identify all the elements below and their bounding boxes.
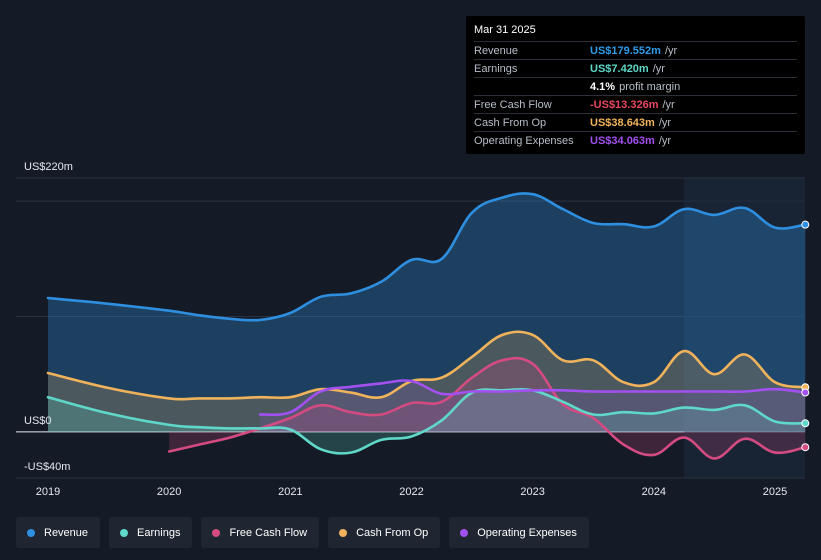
legend-label: Revenue <box>44 526 89 539</box>
tooltip-value: US$34.063m <box>590 134 655 147</box>
legend-label: Operating Expenses <box>477 526 577 539</box>
earnings-line <box>46 387 807 455</box>
operating-expenses-line <box>258 379 807 417</box>
legend-label: Free Cash Flow <box>229 526 308 539</box>
tooltip-date: Mar 31 2025 <box>474 24 536 36</box>
tooltip-value: -US$13.326m <box>590 98 659 111</box>
revenue-line <box>46 192 807 322</box>
legend-dot-icon <box>27 528 35 537</box>
x-tick-label: 2021 <box>278 486 302 498</box>
legend-item-operating-expenses[interactable]: Operating Expenses <box>449 517 589 548</box>
tooltip-row-opex: Operating Expenses US$34.063m /yr <box>474 131 797 149</box>
data-tooltip: Mar 31 2025 Revenue US$179.552m /yr Earn… <box>466 16 805 154</box>
y-label-zero: US$0 <box>24 415 52 427</box>
legend-item-earnings[interactable]: Earnings <box>109 517 193 548</box>
series-areas <box>48 193 806 459</box>
x-tick-label: 2019 <box>36 486 60 498</box>
chart-legend: Revenue Earnings Free Cash Flow Cash Fro… <box>16 517 589 548</box>
tooltip-label: Revenue <box>474 44 519 57</box>
x-tick-label: 2025 <box>763 486 787 498</box>
revenue-end-point <box>801 220 810 229</box>
tooltip-row-margin: 4.1% profit margin <box>474 77 797 95</box>
tooltip-value: US$7.420m <box>590 62 649 75</box>
legend-item-cash-from-op[interactable]: Cash From Op <box>328 517 441 548</box>
x-axis: 2019 2020 2021 2022 2023 2024 2025 <box>36 486 787 498</box>
chart-grid <box>16 177 805 479</box>
tooltip-unit: /yr <box>658 116 672 129</box>
x-tick-label: 2023 <box>520 486 544 498</box>
legend-item-free-cash-flow[interactable]: Free Cash Flow <box>201 517 320 548</box>
free-cash-flow-line <box>167 356 807 460</box>
free-cash-flow-end-point <box>801 443 810 452</box>
cash-from-op-area <box>48 331 806 432</box>
cash-from-op-line <box>46 330 807 401</box>
tooltip-row-revenue: Revenue US$179.552m /yr <box>474 41 797 59</box>
y-label-bottom: -US$40m <box>24 461 70 473</box>
tooltip-unit: /yr <box>658 134 672 147</box>
y-label-top: US$220m <box>24 161 73 173</box>
x-tick-label: 2022 <box>399 486 423 498</box>
series-lines <box>46 192 807 460</box>
tooltip-unit: profit margin <box>619 80 681 93</box>
legend-label: Earnings <box>137 526 181 539</box>
earnings-area <box>48 389 806 454</box>
financial-chart: 2019 2020 2021 2022 2023 2024 2025 US$220m US$… <box>16 161 810 498</box>
legend-label: Cash From Op <box>356 526 429 539</box>
legend-dot-icon <box>120 528 129 537</box>
legend-dot-icon <box>212 528 221 537</box>
operating-expenses-area <box>260 380 806 432</box>
tooltip-row-fcf: Free Cash Flow -US$13.326m /yr <box>474 95 797 113</box>
series-end-dots <box>801 220 810 452</box>
tooltip-unit: /yr <box>662 98 675 111</box>
tooltip-row-cfo: Cash From Op US$38.643m /yr <box>474 113 797 131</box>
free-cash-flow-area <box>169 358 806 459</box>
operating-expenses-end-point <box>801 388 810 397</box>
x-tick-label: 2024 <box>642 486 666 498</box>
tooltip-label: Free Cash Flow <box>474 98 552 111</box>
legend-dot-icon <box>460 528 469 537</box>
tooltip-unit: /yr <box>664 44 678 57</box>
legend-item-revenue[interactable]: Revenue <box>16 517 101 548</box>
tooltip-value: US$179.552m <box>590 44 661 57</box>
tooltip-value: US$38.643m <box>590 116 655 129</box>
tooltip-value: 4.1% <box>590 80 616 93</box>
tooltip-label: Operating Expenses <box>474 134 574 147</box>
tooltip-label: Cash From Op <box>474 116 547 129</box>
tooltip-label: Earnings <box>474 62 518 75</box>
tooltip-row-earnings: Earnings US$7.420m /yr <box>474 59 797 77</box>
earnings-end-point <box>801 419 810 428</box>
legend-dot-icon <box>339 528 348 537</box>
x-tick-label: 2020 <box>157 486 181 498</box>
revenue-area <box>48 193 806 432</box>
tooltip-unit: /yr <box>652 62 665 75</box>
